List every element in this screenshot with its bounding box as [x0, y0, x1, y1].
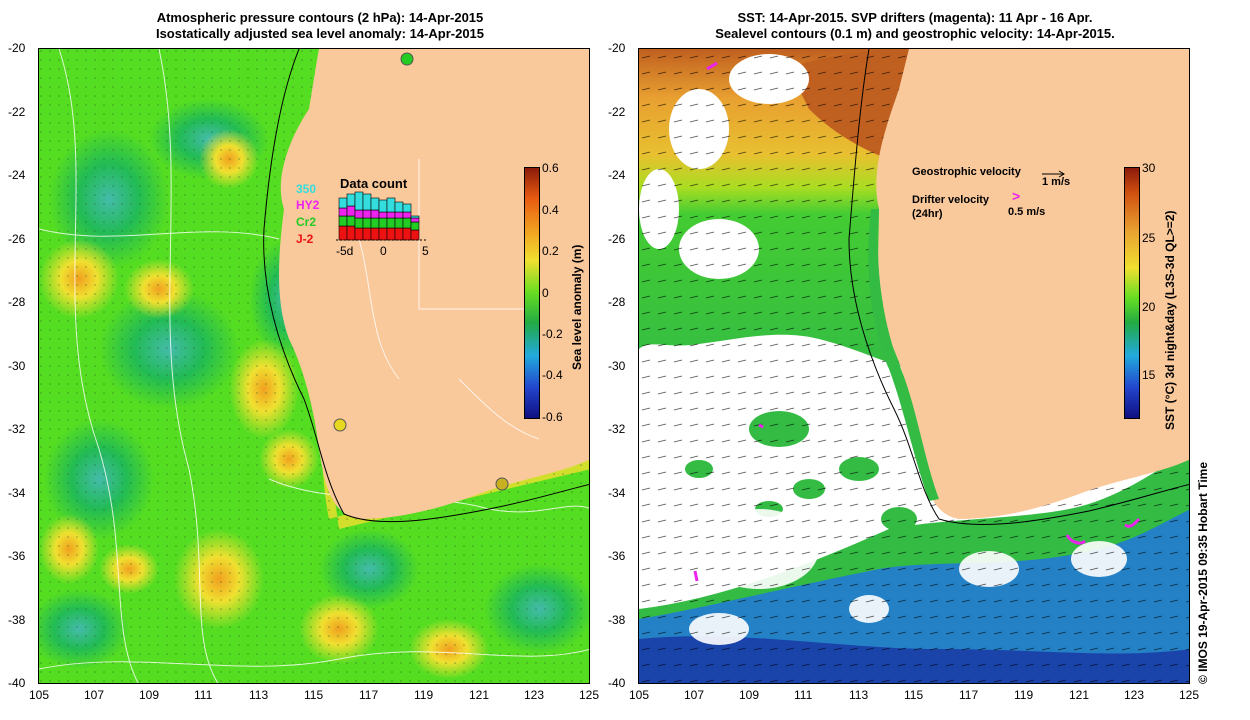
- lon-tick-label: 109: [139, 688, 160, 702]
- land-mass: [279, 49, 589, 519]
- lat-tick-label: -22: [8, 104, 26, 119]
- lon-tick-label: 111: [194, 688, 213, 702]
- geo-velocity-label: Geostrophic velocity: [912, 166, 1021, 178]
- lat-tick-label: -34: [608, 485, 626, 500]
- lon-tick-label: 119: [1014, 688, 1034, 702]
- sst-cbar-tick: 25: [1142, 231, 1156, 245]
- legend-350: 350: [296, 182, 317, 196]
- geo-velocity-scale: 1 m/s: [1042, 176, 1071, 188]
- lat-tick-label: -40: [608, 676, 626, 690]
- sla-cbar-tick: 0: [542, 286, 549, 300]
- sla-cbar-tick: -0.4: [542, 368, 563, 382]
- lon-tick-label: 113: [849, 688, 869, 702]
- sla-cbar-tick: 0.6: [542, 161, 559, 175]
- data-count-inset: 350 HY2 Cr2 J-2 Data count -5d 0 5: [296, 176, 446, 266]
- lon-tick-label: 117: [959, 688, 979, 702]
- lat-tick-label: -38: [608, 612, 626, 627]
- shelf-break: [263, 49, 589, 523]
- shelf-break: [848, 49, 1189, 525]
- legend-cr2: Cr2: [296, 215, 317, 229]
- lat-tick-label: -30: [608, 358, 626, 373]
- sla-cbar-tick: 0.2: [542, 244, 559, 258]
- lat-tick-label: -32: [8, 422, 26, 436]
- sst-cbar-label: SST (°C) 3d night&day (L3S-3d QL>=2): [1163, 210, 1177, 431]
- tide-gauge-marker: [495, 477, 509, 491]
- land-mass: [876, 49, 1189, 519]
- sla-cbar-label: Sea level anomaly (m): [570, 244, 584, 370]
- data-count-tick: 5: [422, 244, 429, 258]
- lon-tick-label: 107: [84, 688, 105, 702]
- tide-gauge-marker: [333, 418, 347, 432]
- sla-map: [38, 48, 590, 684]
- lon-tick-label: 111: [794, 688, 813, 702]
- lat-tick-label: -34: [8, 485, 26, 500]
- sla-cbar-tick: -0.6: [542, 410, 563, 424]
- data-count-title: Data count: [340, 176, 408, 191]
- lat-tick-label: -24: [608, 168, 626, 182]
- left-title-1: Atmospheric pressure contours (2 hPa): 1…: [156, 10, 484, 25]
- pressure-contours: [39, 49, 589, 683]
- tide-gauge-marker: [400, 52, 414, 66]
- lat-tick-label: -38: [8, 612, 26, 627]
- geo-arrow-icon: [1042, 170, 1065, 178]
- legend-hy2: HY2: [296, 198, 320, 212]
- lon-tick-label: 125: [579, 688, 600, 702]
- sst-cbar-tick: 15: [1142, 368, 1156, 382]
- svp-drifter-tracks: [693, 61, 1141, 582]
- coastal-green-strip: [868, 209, 939, 501]
- lon-tick-label: 125: [1179, 688, 1200, 702]
- lon-tick-label: 123: [1124, 688, 1145, 702]
- imos-credit: © IMOS 19-Apr-2015 09:35 Hobart Time: [1196, 461, 1210, 684]
- lat-tick-label: -36: [8, 549, 26, 563]
- lon-tick-label: 107: [684, 688, 705, 702]
- lat-tick-label: -26: [608, 231, 626, 246]
- sla-map-svg: [39, 49, 589, 683]
- sst-map: [638, 48, 1190, 684]
- data-count-bars: [336, 191, 426, 241]
- lon-tick-label: 121: [469, 688, 490, 702]
- right-title-2: Sealevel contours (0.1 m) and geostrophi…: [715, 26, 1115, 41]
- lat-tick-label: -20: [8, 41, 26, 55]
- lat-tick-label: -28: [8, 295, 26, 309]
- lon-tick-label: 105: [629, 688, 650, 702]
- drifter-arrow-icon: >: [1012, 188, 1021, 204]
- sst-cbar-tick: 20: [1142, 300, 1156, 314]
- sst-cbar-tick: 30: [1142, 161, 1156, 175]
- drifter-velocity-sub: (24hr): [912, 208, 943, 220]
- lon-tick-label: 115: [304, 688, 324, 702]
- sla-colorbar: [524, 167, 540, 419]
- lon-tick-label: 117: [359, 688, 379, 702]
- lat-tick-label: -22: [608, 104, 626, 119]
- drifter-velocity-scale: 0.5 m/s: [1008, 206, 1046, 218]
- lon-tick-label: 115: [904, 688, 924, 702]
- right-title-1: SST: 14-Apr-2015. SVP drifters (magenta)…: [737, 10, 1093, 25]
- lon-tick-label: 121: [1069, 688, 1090, 702]
- lat-tick-label: -26: [8, 231, 26, 246]
- sst-map-svg: [639, 49, 1189, 683]
- lat-tick-label: -36: [608, 549, 626, 563]
- lon-tick-label: 105: [29, 688, 50, 702]
- legend-j2: J-2: [296, 232, 314, 246]
- lat-tick-label: -40: [8, 676, 26, 690]
- lon-tick-label: 119: [414, 688, 434, 702]
- lon-tick-label: 109: [739, 688, 760, 702]
- velocity-legend: Geostrophic velocity 1 m/s Drifter veloc…: [912, 166, 1122, 226]
- data-count-tick: 0: [380, 244, 387, 258]
- lat-tick-label: -24: [8, 168, 26, 182]
- sla-cbar-tick: 0.4: [542, 203, 559, 217]
- sla-cbar-tick: -0.2: [542, 327, 563, 341]
- lat-tick-label: -32: [608, 422, 626, 436]
- sst-colorbar: [1124, 167, 1140, 419]
- drifter-velocity-label: Drifter velocity: [912, 194, 990, 206]
- left-title-2: Isostatically adjusted sea level anomaly…: [155, 26, 485, 41]
- lat-tick-label: -20: [608, 41, 626, 55]
- lat-tick-label: -30: [8, 358, 26, 373]
- lon-tick-label: 113: [249, 688, 269, 702]
- lat-tick-label: -28: [608, 295, 626, 309]
- data-count-tick: -5d: [336, 244, 354, 258]
- lon-tick-label: 123: [524, 688, 545, 702]
